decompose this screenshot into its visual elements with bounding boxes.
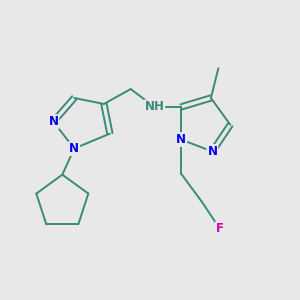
Text: N: N: [176, 133, 186, 146]
Text: NH: NH: [145, 100, 164, 113]
Text: N: N: [69, 142, 79, 155]
Text: N: N: [207, 145, 218, 158]
Text: N: N: [48, 115, 59, 128]
Text: F: F: [216, 222, 224, 235]
